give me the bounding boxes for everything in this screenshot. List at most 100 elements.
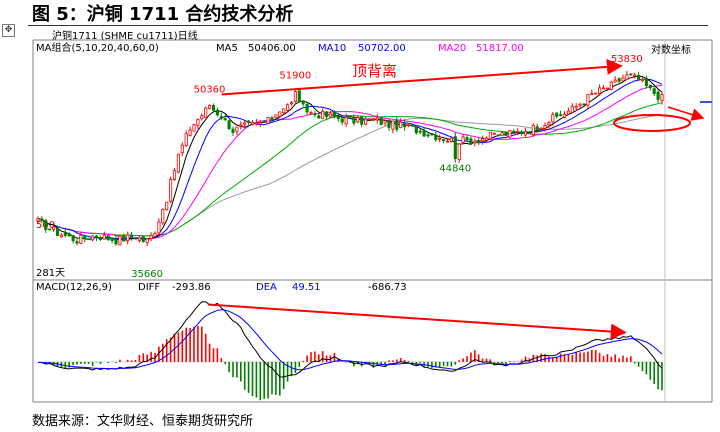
candle	[520, 130, 524, 136]
candle-body	[293, 91, 297, 102]
candle-body	[438, 137, 442, 140]
candle-body	[574, 105, 578, 109]
candle	[52, 223, 56, 232]
candle	[406, 124, 411, 128]
instrument-header: 沪铜1711 (SHME cu1711)日线	[52, 29, 198, 42]
candle-body	[605, 87, 609, 90]
candle-body	[211, 105, 216, 111]
candle	[442, 139, 446, 144]
candle-body	[426, 134, 430, 137]
period-label: 281天	[36, 268, 65, 279]
candle	[215, 107, 219, 117]
candle	[149, 232, 153, 242]
candle	[200, 113, 204, 121]
candle-body	[430, 133, 434, 136]
candle	[262, 120, 266, 123]
candle	[231, 126, 235, 137]
candle	[609, 80, 613, 91]
candle-body	[562, 113, 567, 118]
candle	[410, 124, 414, 127]
candle	[274, 114, 278, 119]
candle-body	[305, 104, 309, 113]
candle-body	[48, 228, 52, 231]
candle	[122, 233, 126, 242]
candle	[278, 111, 282, 117]
candle	[211, 103, 216, 112]
figure-title: 图 5：沪铜 1711 合约技术分析	[32, 4, 294, 25]
candle-body	[91, 235, 95, 241]
candle	[399, 118, 403, 129]
candle-body	[625, 74, 629, 80]
move-handle-icon[interactable]: ✥	[2, 24, 15, 37]
candle	[196, 118, 200, 130]
candle-body	[215, 109, 219, 116]
candle	[535, 123, 539, 133]
candle-body	[512, 130, 516, 133]
candle-body	[196, 119, 200, 126]
candle	[484, 136, 489, 142]
candle-body	[301, 100, 305, 105]
candle	[145, 238, 149, 246]
candle	[309, 110, 313, 116]
candle	[360, 116, 364, 128]
ma5-line	[37, 75, 663, 241]
candle-body	[594, 92, 598, 95]
candle-body	[418, 130, 422, 133]
candle	[414, 125, 418, 135]
candle-body	[227, 120, 231, 130]
candle-body	[145, 238, 149, 243]
candle	[114, 235, 118, 246]
candle-body	[617, 78, 621, 82]
candle-body	[114, 239, 118, 245]
candle	[434, 132, 438, 142]
candle-body	[648, 84, 652, 89]
candle	[660, 91, 664, 105]
candle-body	[52, 226, 56, 230]
candle	[543, 122, 547, 132]
candle	[644, 75, 648, 89]
candle	[102, 231, 106, 240]
candle	[239, 121, 243, 130]
candle	[500, 131, 504, 137]
candle	[313, 110, 317, 118]
candle	[250, 120, 255, 126]
candle	[457, 142, 461, 163]
ma10-value: 50702.00	[358, 43, 406, 54]
candle	[59, 233, 63, 238]
candle-body	[223, 118, 227, 121]
candle	[453, 132, 457, 163]
candle-body	[609, 81, 613, 90]
annotation-layer: 顶背离	[221, 58, 705, 132]
ma10-line	[37, 78, 663, 240]
macd-series	[37, 301, 663, 401]
candle-body	[133, 237, 138, 240]
candle-body	[590, 93, 594, 95]
price-series: 50360 51900 44840 53830 35660	[36, 54, 664, 280]
candle	[516, 128, 520, 136]
candle	[582, 103, 586, 107]
candle	[574, 103, 578, 111]
candle-body	[328, 113, 333, 118]
candle-body	[547, 122, 551, 126]
candle	[328, 110, 333, 118]
divergence-arrow-price	[221, 58, 623, 96]
candle-body	[165, 201, 169, 210]
ma-group-label: MA组合(5,10,20,40,60,0)	[36, 41, 159, 54]
candle-body	[375, 117, 379, 121]
candle-body	[83, 235, 87, 240]
candle	[270, 115, 274, 122]
candle	[395, 116, 399, 132]
candle-body	[543, 124, 547, 129]
candle-body	[523, 131, 528, 136]
candle	[512, 129, 516, 133]
candle	[625, 71, 629, 80]
candle-body	[40, 218, 44, 221]
candle-body	[578, 103, 582, 106]
candle	[336, 112, 340, 122]
candle-body	[188, 129, 192, 136]
candle-body	[527, 132, 531, 135]
candle-body	[67, 233, 71, 237]
candle	[258, 119, 262, 127]
candle-body	[457, 143, 461, 160]
ma40-line	[37, 102, 663, 237]
